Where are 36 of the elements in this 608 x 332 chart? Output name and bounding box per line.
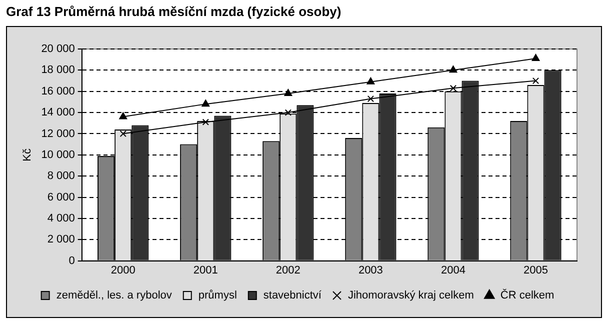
y-tick-label: 12 000 [41, 128, 75, 140]
x-tick-label: 2003 [358, 264, 383, 276]
point [532, 77, 540, 84]
y-tick-label: 4 000 [47, 212, 75, 224]
x-tick-label: 2000 [110, 264, 136, 276]
point [532, 54, 540, 62]
y-tick-label: 10 000 [41, 148, 75, 161]
y-tick-label: 8 000 [47, 170, 75, 182]
y-tick-label: 0 [68, 254, 75, 267]
point [367, 95, 374, 102]
point [202, 100, 210, 107]
legend-label: ČR celkem [500, 288, 554, 302]
legend-label: zeměděl., les. a rybolov [56, 290, 172, 302]
legend-label: stavebnictví [263, 290, 322, 302]
y-tick-label: 18 000 [41, 64, 75, 76]
point [119, 112, 128, 120]
y-axis-title: Kč [22, 148, 34, 162]
x-tick-label: 2002 [276, 264, 300, 276]
y-tick-label: 2 000 [47, 234, 75, 246]
x-tick-label: 2004 [440, 264, 466, 276]
point [202, 118, 209, 126]
point [450, 84, 457, 92]
y-tick-label: 14 000 [41, 106, 75, 119]
point [120, 130, 126, 138]
y-tick-label: 16 000 [41, 85, 75, 98]
x-tick-label: 2001 [193, 264, 218, 276]
legend-label: průmysl [198, 290, 237, 302]
chart-title: Graf 13 Průměrná hrubá měsíční mzda (fyzické osoby) [6, 4, 342, 19]
y-tick-label: 20 000 [41, 43, 75, 56]
x-tick-label: 2005 [523, 264, 548, 276]
legend-label: Jihomoravský kraj celkem [348, 290, 474, 302]
y-tick-label: 6 000 [47, 191, 75, 204]
point [449, 66, 458, 73]
point [284, 109, 292, 116]
point [366, 77, 375, 84]
point [284, 88, 292, 96]
